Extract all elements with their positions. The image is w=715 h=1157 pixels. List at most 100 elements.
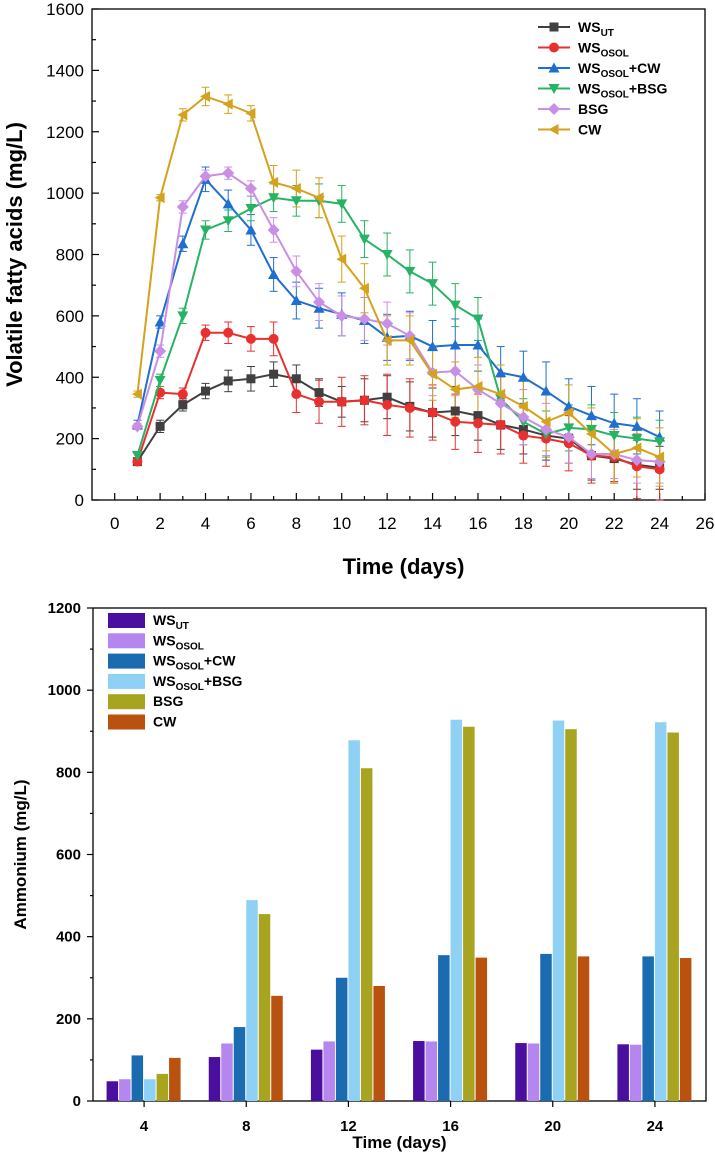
x-tick-label: 18 [514,514,533,533]
data-point [268,333,279,344]
data-point [472,339,484,350]
data-point [291,374,301,384]
data-point [472,418,483,429]
legend-marker [548,103,560,115]
data-point [314,388,324,398]
data-point [381,317,394,330]
bar [540,953,552,1101]
legend-marker [548,62,560,73]
ammonium-bar-chart: 0 200 400 600 800 1000 1200 4 8 12 16 20 24 Time (day… [11,600,707,1152]
legend-name: CW [578,122,602,138]
x-tick-label: 10 [332,514,351,533]
legend-label: BSG [153,693,183,709]
bar [208,1057,221,1101]
x-tick-label: 8 [242,1118,250,1135]
data-point [495,388,506,400]
data-point [449,339,461,350]
data-point [314,396,325,407]
bar [348,740,360,1101]
series-line [136,196,660,456]
y-tick-label: 400 [56,929,81,946]
data-point [178,400,188,410]
data-point [201,386,211,396]
data-point [563,407,574,419]
legend-name: WS [153,632,176,648]
data-point [154,375,166,386]
bar [642,956,654,1101]
data-point [404,334,415,346]
legend-name: WS [578,60,601,76]
data-point [358,282,369,294]
y-axis-label: Volatile fatty acids (mg/L) [2,122,27,387]
data-point [563,423,575,434]
data-point [654,451,665,463]
data-point [154,192,165,204]
data-point [495,419,506,430]
data-point [449,300,461,311]
data-point [630,454,643,467]
data-point [177,311,189,322]
legend-subscript: UT [176,621,189,632]
data-point [449,365,462,378]
data-point [290,265,303,278]
legend-label: WSOSOL+BSG [153,673,243,693]
legend-marker [548,84,560,94]
x-tick-label: 20 [544,1118,561,1135]
data-point [268,176,279,188]
legend-marker [548,124,559,135]
bar [438,955,450,1101]
data-point [449,384,460,396]
data-point [132,456,143,467]
data-point [223,327,234,338]
y-tick-label: 1200 [46,123,84,142]
data-point [358,312,371,325]
series-line [136,95,660,458]
data-point [313,296,326,309]
legend-swatch [108,714,145,730]
legend-label: WSOSOL+CW [153,653,236,673]
bar [246,900,258,1101]
legend-suffix: +CW [629,60,661,76]
bar [233,1027,246,1101]
data-point [222,98,233,110]
x-tick-label: 12 [378,514,397,533]
bar [119,1079,131,1101]
y-tick-label: 0 [73,1093,81,1110]
bar [577,956,590,1101]
data-point [585,424,597,435]
legend-name: WS [578,19,601,35]
y-tick-label: 1000 [48,682,81,699]
data-point [381,334,392,346]
data-point [336,396,347,407]
y-tick-label: 200 [56,430,84,449]
legend-name: CW [153,714,177,730]
legend-swatch [108,673,145,689]
data-point [313,192,324,204]
legend-name: WS [578,40,601,56]
x-tick-label: 20 [559,514,578,533]
legend-suffix: +BSG [629,81,668,97]
y-tick-label: 200 [56,1011,81,1028]
data-point [200,90,211,102]
y-tick-label: 0 [75,491,84,510]
legend-subscript: UT [601,28,614,39]
bar [258,914,271,1101]
bar [667,732,679,1101]
y-tick-label: 400 [56,368,84,387]
data-point [450,406,460,416]
data-point [290,295,302,306]
data-point [131,388,142,400]
bar [565,729,577,1101]
data-point [223,376,233,386]
data-point [472,314,484,325]
x-axis-label: Time (days) [343,554,465,579]
legend-label: WSOSOL [153,632,204,652]
legend-label: CW [153,714,177,730]
bar [156,1073,169,1101]
data-point [473,411,483,421]
data-point [336,253,347,265]
x-tick-label: 14 [423,514,442,533]
y-axis-label: Ammonium (mg/L) [11,779,30,929]
legend-subscript: OSOL [176,641,204,652]
data-point [222,167,235,180]
